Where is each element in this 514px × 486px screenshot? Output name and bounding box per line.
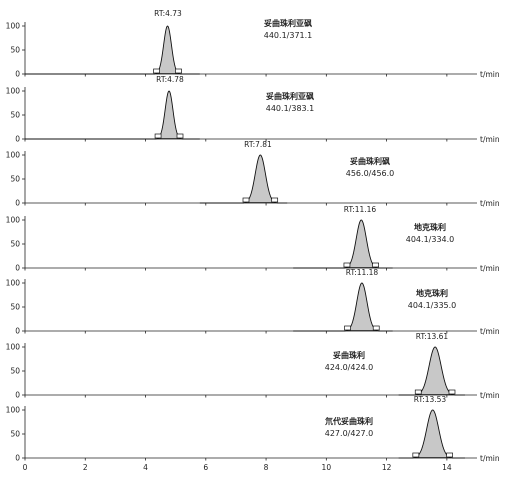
y-tick-label-5-100: 100 bbox=[6, 279, 21, 288]
y-tick-label-4-0: 0 bbox=[15, 264, 20, 273]
peak-1 bbox=[154, 25, 181, 75]
x-unit-label-2: t/min bbox=[480, 135, 500, 144]
y-tick-label-4-50: 50 bbox=[10, 240, 20, 249]
mrm-transition-1: 440.1/371.1 bbox=[264, 31, 313, 40]
peak-5 bbox=[345, 282, 379, 332]
y-tick-label-1-0: 0 bbox=[15, 70, 20, 79]
y-tick-label-2-0: 0 bbox=[15, 135, 20, 144]
compound-name-1: 妥曲珠利亚砜 bbox=[264, 18, 312, 28]
rt-label-2: RT:4.78 bbox=[156, 75, 184, 84]
y-tick-label-7-0: 0 bbox=[15, 454, 20, 463]
integration-end-marker-1 bbox=[175, 68, 182, 74]
integration-end-marker-7 bbox=[446, 452, 453, 458]
y-tick-label-5-50: 50 bbox=[10, 303, 20, 312]
x-tick-label-4: 4 bbox=[143, 463, 148, 472]
mrm-transition-6: 424.0/424.0 bbox=[325, 363, 374, 372]
x-unit-label-6: t/min bbox=[480, 391, 500, 400]
mrm-transition-2: 440.1/383.1 bbox=[266, 104, 315, 113]
y-tick-label-1-50: 50 bbox=[10, 46, 20, 55]
x-unit-label-5: t/min bbox=[480, 327, 500, 336]
rt-label-5: RT:11.18 bbox=[346, 268, 379, 277]
peak-2 bbox=[156, 90, 182, 140]
rt-label-1: RT:4.73 bbox=[154, 9, 182, 18]
peak-3 bbox=[243, 154, 277, 204]
y-tick-label-6-100: 100 bbox=[6, 343, 21, 352]
integration-start-marker-2 bbox=[154, 133, 162, 139]
rt-label-7: RT:13.53 bbox=[414, 395, 447, 404]
integration-start-marker-6 bbox=[414, 389, 422, 395]
mrm-transition-4: 404.1/334.0 bbox=[406, 235, 455, 244]
y-tick-label-7-50: 50 bbox=[10, 430, 20, 439]
x-tick-label-0: 0 bbox=[23, 463, 28, 472]
rt-label-4: RT:11.16 bbox=[344, 205, 377, 214]
y-tick-label-3-50: 50 bbox=[10, 175, 20, 184]
x-unit-label-7: t/min bbox=[480, 454, 500, 463]
mrm-transition-3: 456.0/456.0 bbox=[346, 169, 395, 178]
x-tick-label-10: 10 bbox=[322, 463, 332, 472]
integration-end-marker-6 bbox=[448, 389, 456, 395]
compound-name-5: 地克珠利 bbox=[416, 288, 448, 298]
x-tick-label-2: 2 bbox=[83, 463, 88, 472]
compound-name-3: 妥曲珠利砜 bbox=[350, 156, 390, 166]
mrm-transition-7: 427.0/427.0 bbox=[325, 429, 374, 438]
peak-6 bbox=[415, 346, 455, 396]
compound-name-7: 氘代妥曲珠利 bbox=[325, 416, 373, 426]
rt-label-6: RT:13.61 bbox=[416, 332, 449, 341]
integration-start-marker-4 bbox=[343, 262, 351, 268]
compound-name-4: 地克珠利 bbox=[414, 222, 446, 232]
integration-end-marker-4 bbox=[372, 262, 379, 268]
integration-start-marker-5 bbox=[344, 325, 351, 331]
x-tick-label-12: 12 bbox=[382, 463, 392, 472]
y-tick-label-6-50: 50 bbox=[10, 367, 20, 376]
y-tick-label-3-100: 100 bbox=[6, 151, 21, 160]
y-tick-label-3-0: 0 bbox=[15, 199, 20, 208]
peak-4 bbox=[344, 219, 378, 269]
mrm-transition-5: 404.1/335.0 bbox=[408, 301, 457, 310]
y-tick-label-2-50: 50 bbox=[10, 111, 20, 120]
x-unit-label-1: t/min bbox=[480, 70, 500, 79]
x-tick-label-8: 8 bbox=[264, 463, 269, 472]
rt-label-3: RT:7.81 bbox=[244, 140, 272, 149]
y-tick-label-5-0: 0 bbox=[15, 327, 20, 336]
integration-end-marker-3 bbox=[271, 197, 279, 203]
integration-start-marker-1 bbox=[153, 68, 160, 74]
compound-name-2: 妥曲珠利亚砜 bbox=[266, 91, 314, 101]
y-tick-label-6-0: 0 bbox=[15, 391, 20, 400]
integration-end-marker-5 bbox=[372, 325, 380, 331]
integration-start-marker-3 bbox=[242, 197, 250, 203]
peak-7 bbox=[413, 409, 453, 459]
x-unit-label-3: t/min bbox=[480, 199, 500, 208]
y-tick-label-2-100: 100 bbox=[6, 87, 21, 96]
y-tick-label-4-100: 100 bbox=[6, 216, 21, 225]
y-tick-label-1-100: 100 bbox=[6, 22, 21, 31]
compound-name-6: 妥曲珠利 bbox=[333, 350, 365, 360]
x-tick-label-14: 14 bbox=[442, 463, 452, 472]
y-tick-label-7-100: 100 bbox=[6, 406, 21, 415]
integration-end-marker-2 bbox=[176, 133, 184, 139]
integration-start-marker-7 bbox=[412, 452, 420, 458]
x-unit-label-4: t/min bbox=[480, 264, 500, 273]
x-tick-label-6: 6 bbox=[203, 463, 208, 472]
